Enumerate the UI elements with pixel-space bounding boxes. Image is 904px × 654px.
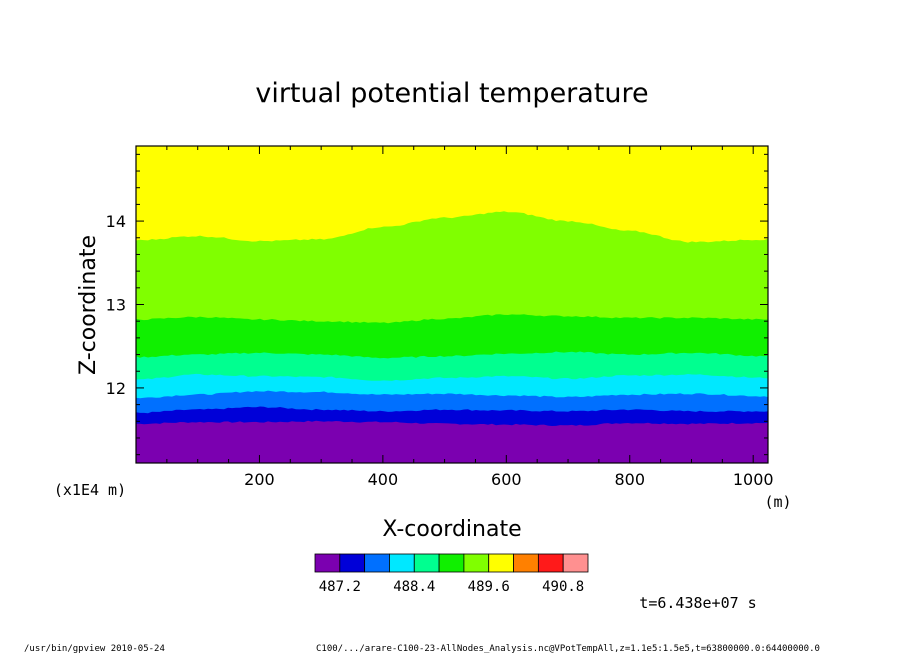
y-axis-ticks: 12 13 14	[106, 153, 768, 456]
chart-title: virtual potential temperature	[255, 78, 648, 109]
colorbar-cell	[513, 553, 539, 573]
colorbar-cell	[314, 553, 341, 573]
colorbar-label: 488.4	[393, 579, 435, 595]
colorbar-cell	[537, 553, 564, 573]
colorbar-label: 490.8	[542, 579, 584, 595]
y-tick-label: 14	[106, 212, 126, 231]
colorbar-cell	[339, 553, 366, 573]
x-tick-label: 600	[491, 470, 522, 489]
y-tick-label: 12	[106, 379, 126, 398]
x-tick-label: 200	[244, 470, 275, 489]
time-label: t=6.438e+07 s	[639, 594, 756, 612]
colorbar	[314, 553, 589, 573]
contour-band-7	[136, 146, 768, 243]
x-tick-label: 800	[614, 470, 645, 489]
x-tick-label: 400	[368, 470, 399, 489]
footer-program: /usr/bin/gpview 2010-05-24	[24, 644, 165, 654]
contour-bands	[136, 146, 768, 463]
x-axis-ticks: 200 400 600 800 1000	[166, 146, 774, 489]
x-axis-unit: (m)	[764, 493, 791, 511]
colorbar-cell	[463, 553, 490, 573]
footer-file-info: C100/.../arare-C100-23-AllNodes_Analysis…	[316, 644, 820, 654]
y-axis-label: Z-coordinate	[76, 235, 101, 375]
colorbar-cell	[488, 553, 514, 573]
colorbar-cell	[389, 553, 415, 573]
x-axis-label: X-coordinate	[382, 517, 521, 542]
colorbar-cell	[364, 553, 390, 573]
y-tick-label: 13	[106, 296, 126, 315]
colorbar-cell	[413, 553, 440, 573]
colorbar-label: 489.6	[468, 579, 510, 595]
y-axis-unit: (x1E4 m)	[54, 481, 126, 499]
x-tick-label: 1000	[733, 470, 774, 489]
colorbar-cell	[562, 553, 589, 573]
colorbar-cell	[438, 553, 465, 573]
colorbar-labels: 487.2 488.4 489.6 490.8	[319, 579, 585, 595]
colorbar-label: 487.2	[319, 579, 361, 595]
